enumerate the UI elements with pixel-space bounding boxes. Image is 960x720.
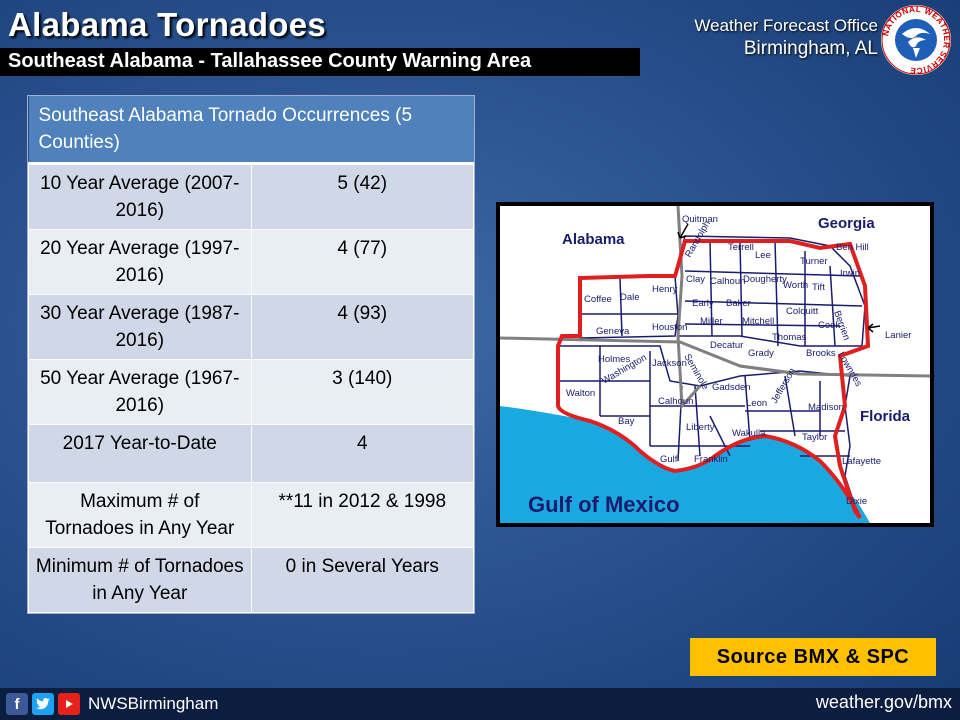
row-value: 0 in Several Years [250, 547, 474, 613]
county-label: Wakulla [732, 428, 766, 439]
row-label: 10 Year Average (2007-2016) [28, 163, 252, 230]
row-label: Maximum # of Tornadoes in Any Year [28, 482, 252, 548]
county-label: Liberty [686, 422, 715, 433]
county-label: Leon [746, 398, 767, 409]
row-value: **11 in 2012 & 1998 [250, 482, 474, 548]
county-label: Calhoun [710, 276, 745, 287]
youtube-icon[interactable] [58, 693, 80, 715]
row-label: 30 Year Average (1987-2016) [28, 294, 252, 360]
county-label: Geneva [596, 326, 630, 337]
page-title: Alabama Tornadoes [8, 6, 327, 43]
row-value: 4 (77) [250, 229, 474, 295]
website-link[interactable]: weather.gov/bmx [815, 692, 952, 712]
table-row: 20 Year Average (1997-2016) 4 (77) [28, 229, 474, 295]
county-label: Coffee [584, 294, 612, 305]
county-label: Worth [783, 280, 808, 291]
county-label: Grady [748, 348, 774, 359]
table-row: Minimum # of Tornadoes in Any Year 0 in … [28, 547, 474, 613]
county-label: Holmes [598, 354, 630, 365]
county-label: Dougherty [743, 274, 787, 285]
county-label: Bay [618, 416, 635, 427]
cwa-outline [556, 239, 871, 520]
county-label: Irwin [840, 268, 860, 279]
twitter-icon[interactable] [32, 693, 54, 715]
footer-bar [0, 688, 960, 720]
table-header: Southeast Alabama Tornado Occurrences (5… [28, 96, 474, 165]
county-map: Alabama Georgia Florida Gulf of Mexico Q… [496, 202, 934, 527]
county-label: Early [692, 298, 714, 309]
office-line2: Birmingham, AL [743, 38, 878, 59]
facebook-icon[interactable]: f [6, 693, 28, 715]
header: Alabama Tornadoes Southeast Alabama - Ta… [0, 0, 960, 80]
social-links: f NWSBirmingham [6, 692, 218, 716]
row-label: 50 Year Average (1967-2016) [28, 359, 252, 425]
row-label: Minimum # of Tornadoes in Any Year [28, 547, 252, 613]
page-subtitle: Southeast Alabama - Tallahassee County W… [8, 50, 532, 72]
county-label: Ben Hill [836, 242, 869, 253]
county-label: Walton [566, 388, 595, 399]
county-label: Henry [652, 284, 678, 295]
subtitle-bar [0, 48, 640, 76]
table-row: Maximum # of Tornadoes in Any Year **11 … [28, 482, 474, 548]
county-label: Gulf [660, 454, 678, 465]
table-row: 2017 Year-to-Date 4 [28, 424, 474, 483]
county-label: Gadsden [712, 382, 751, 393]
county-label: Colquitt [786, 306, 819, 317]
county-label: Houston [652, 322, 687, 333]
county-label: Dale [620, 292, 640, 303]
county-label: Lee [755, 250, 771, 261]
county-label: Decatur [710, 340, 743, 351]
row-value: 4 [250, 424, 474, 483]
county-label: Lanier [885, 330, 911, 341]
label-florida: Florida [860, 408, 911, 425]
row-label: 2017 Year-to-Date [28, 424, 252, 483]
county-label: Franklin [694, 454, 728, 465]
county-label: Calhoun [658, 396, 693, 407]
source-badge: Source BMX & SPC [690, 638, 936, 676]
county-label: Turner [800, 256, 828, 267]
quitman-arrow-icon [677, 223, 689, 239]
county-label: Quitman [682, 214, 718, 225]
lanier-arrow-icon [867, 323, 881, 333]
label-georgia: Georgia [818, 215, 875, 232]
county-label: Miller [700, 316, 723, 327]
county-label: Brooks [806, 348, 836, 359]
county-label: Terrell [728, 242, 754, 253]
county-label: Madison [808, 402, 844, 413]
county-label: Dixie [846, 496, 867, 507]
county-label: Clay [686, 274, 705, 285]
row-value: 4 (93) [250, 294, 474, 360]
row-value: 3 (140) [250, 359, 474, 425]
nws-logo-icon: NATIONAL WEATHER SERVICE [880, 4, 951, 76]
county-label: Lafayette [842, 456, 881, 467]
county-label: Tift [812, 282, 825, 293]
table-row: 10 Year Average (2007-2016) 5 (42) [28, 163, 474, 230]
row-value: 5 (42) [250, 163, 474, 230]
label-gulf: Gulf of Mexico [528, 492, 680, 517]
social-handle[interactable]: NWSBirmingham [88, 694, 219, 713]
row-label: 20 Year Average (1997-2016) [28, 229, 252, 295]
table-row: 30 Year Average (1987-2016) 4 (93) [28, 294, 474, 360]
county-label: Jackson [652, 358, 687, 369]
label-alabama: Alabama [562, 231, 625, 248]
table-row: 50 Year Average (1967-2016) 3 (140) [28, 359, 474, 425]
county-label: Cook [818, 320, 840, 331]
county-label: Taylor [802, 432, 827, 443]
office-name: Weather Forecast Office Birmingham, AL [694, 14, 878, 60]
office-line1: Weather Forecast Office [694, 16, 878, 35]
county-map-svg: Alabama Georgia Florida Gulf of Mexico Q… [500, 206, 930, 523]
county-label: Thomas [772, 332, 807, 343]
county-label: Baker [726, 298, 751, 309]
county-label: Mitchell [742, 316, 774, 327]
tornado-table: Southeast Alabama Tornado Occurrences (5… [27, 95, 475, 614]
gulf-water [500, 406, 870, 523]
